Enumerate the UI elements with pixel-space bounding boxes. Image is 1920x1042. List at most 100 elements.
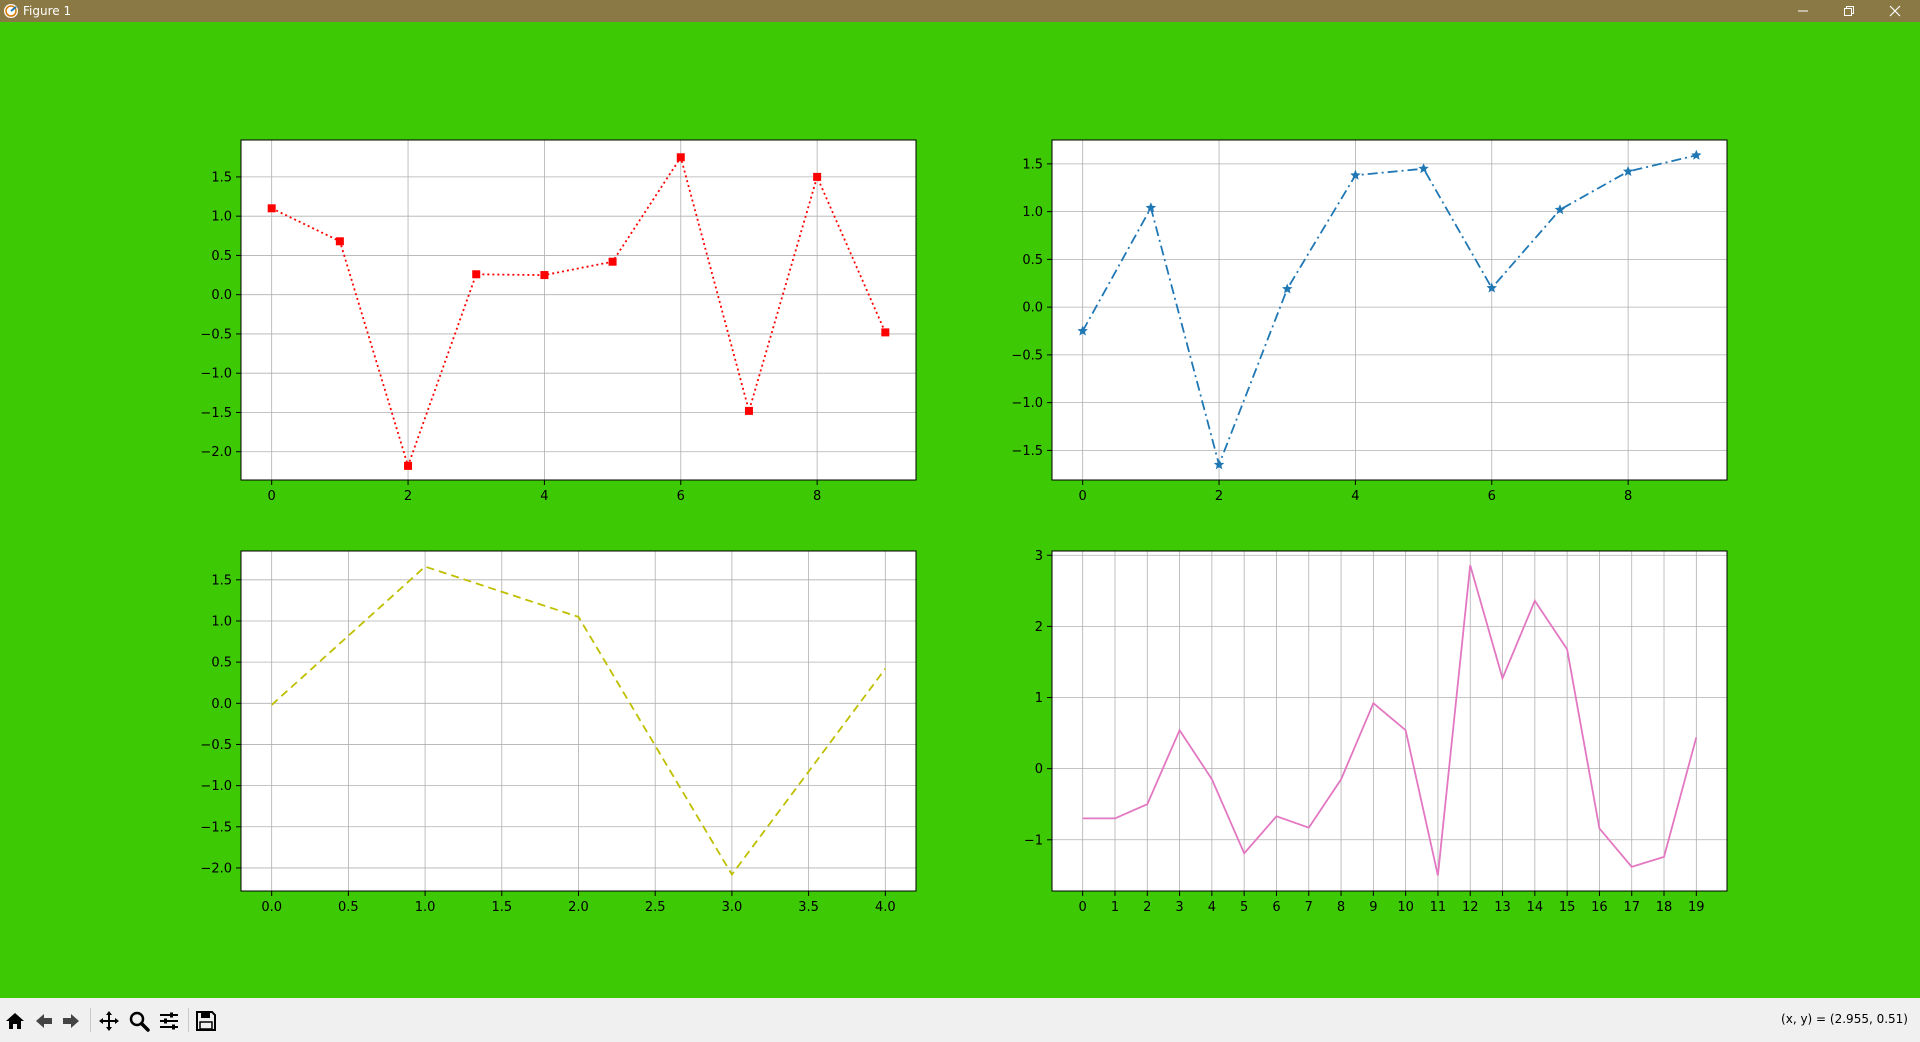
x-tick-label: 1 bbox=[1111, 900, 1119, 915]
forward-button[interactable] bbox=[58, 1008, 84, 1034]
y-tick-label: −1.5 bbox=[1011, 444, 1043, 459]
x-tick-label: 6 bbox=[677, 489, 685, 504]
navigation-toolbar: (x, y) = (2.955, 0.51) bbox=[0, 998, 1920, 1042]
x-tick-label: 18 bbox=[1656, 900, 1673, 915]
home-button[interactable] bbox=[2, 1008, 28, 1034]
x-tick-label: 2.0 bbox=[568, 900, 589, 915]
y-tick-label: 0.5 bbox=[211, 249, 232, 264]
pan-button[interactable] bbox=[96, 1008, 122, 1034]
toolbar-separator bbox=[90, 1008, 91, 1032]
x-tick-label: 10 bbox=[1397, 900, 1414, 915]
x-tick-label: 9 bbox=[1369, 900, 1377, 915]
close-button[interactable] bbox=[1872, 0, 1918, 22]
x-tick-label: 0 bbox=[1079, 900, 1087, 915]
figure-svg: 0 2 4 6 8 −2.0 −1.5 −1.0 −0.5 0.0 0.5 1.0 1.5 0 2 4 6 8 −1… bbox=[200, 139, 1728, 915]
y-tick-label: 1.5 bbox=[1022, 157, 1043, 172]
x-tick-label: 1.5 bbox=[491, 900, 512, 915]
x-tick-label: 6 bbox=[1272, 900, 1280, 915]
x-tick-label: 4 bbox=[540, 489, 548, 504]
y-tick-label: −1.0 bbox=[200, 779, 232, 794]
data-point-marker bbox=[1213, 459, 1225, 470]
series-line bbox=[271, 155, 887, 469]
figure-canvas[interactable]: 0 2 4 6 8 −2.0 −1.5 −1.0 −0.5 0.0 0.5 1.0 1.5 0 2 4 6 8 −1… bbox=[0, 22, 1920, 998]
data-point-marker bbox=[608, 257, 617, 266]
window-titlebar: Figure 1 bbox=[0, 0, 1920, 22]
y-tick-label: −0.5 bbox=[200, 327, 232, 342]
y-tick-label: −0.5 bbox=[1011, 348, 1043, 363]
y-tick-label: 0.5 bbox=[211, 656, 232, 671]
y-tick-label: −2.0 bbox=[200, 861, 232, 876]
axes-frame bbox=[1051, 550, 1728, 892]
x-tick-label: 4 bbox=[1208, 900, 1216, 915]
data-point-marker bbox=[540, 271, 549, 280]
x-tick-label: 2.5 bbox=[645, 900, 666, 915]
x-tick-label: 3 bbox=[1175, 900, 1183, 915]
back-button[interactable] bbox=[31, 1008, 57, 1034]
y-tick-label: 0.0 bbox=[211, 288, 232, 303]
app-icon bbox=[4, 4, 18, 18]
x-tick-label: 4 bbox=[1351, 489, 1359, 504]
data-point-marker bbox=[1350, 169, 1361, 180]
y-tick-label: 0.0 bbox=[1022, 301, 1043, 316]
x-tick-label: 7 bbox=[1305, 900, 1313, 915]
y-tick-label: −1.0 bbox=[200, 367, 232, 382]
x-tick-label: 8 bbox=[1624, 489, 1632, 504]
save-button[interactable] bbox=[193, 1008, 219, 1034]
x-tick-label: 19 bbox=[1688, 900, 1705, 915]
y-tick-label: −1.5 bbox=[200, 406, 232, 421]
y-tick-label: 1.5 bbox=[211, 573, 232, 588]
zoom-icon bbox=[129, 1011, 150, 1032]
configure-subplots-icon bbox=[160, 1012, 178, 1030]
x-tick-label: 2 bbox=[404, 489, 412, 504]
zoom-button[interactable] bbox=[126, 1008, 152, 1034]
minimize-icon bbox=[1798, 10, 1808, 12]
y-tick-label: −1 bbox=[1024, 833, 1043, 848]
y-tick-label: 0 bbox=[1035, 762, 1043, 777]
series-line bbox=[271, 565, 887, 877]
x-tick-label: 15 bbox=[1559, 900, 1576, 915]
x-tick-label: 12 bbox=[1462, 900, 1479, 915]
x-tick-label: 5 bbox=[1240, 900, 1248, 915]
x-tick-label: 1.0 bbox=[415, 900, 436, 915]
restore-icon bbox=[1844, 6, 1854, 16]
x-tick-label: 4.0 bbox=[875, 900, 896, 915]
y-tick-label: 3 bbox=[1035, 549, 1043, 564]
configure-subplots-button[interactable] bbox=[156, 1008, 182, 1034]
x-tick-label: 13 bbox=[1494, 900, 1511, 915]
restore-button[interactable] bbox=[1826, 0, 1872, 22]
plot-area bbox=[241, 140, 916, 480]
data-point-marker bbox=[335, 237, 344, 246]
data-point-marker bbox=[1486, 282, 1497, 293]
x-tick-label: 14 bbox=[1527, 900, 1544, 915]
data-point-marker bbox=[1282, 283, 1293, 294]
pan-icon bbox=[99, 1011, 119, 1031]
minimize-button[interactable] bbox=[1780, 0, 1826, 22]
axes-frame bbox=[240, 139, 917, 481]
y-tick-label: 1.0 bbox=[211, 210, 232, 225]
y-tick-label: −1.0 bbox=[1011, 396, 1043, 411]
x-tick-label: 6 bbox=[1488, 489, 1496, 504]
x-tick-label: 17 bbox=[1623, 900, 1640, 915]
y-tick-label: −1.5 bbox=[200, 820, 232, 835]
subplot-3: 0.0 0.5 1.0 1.5 2.0 2.5 3.0 3.5 4.0 −2.0 −1.5 −1.0 −… bbox=[200, 550, 917, 915]
window-title: Figure 1 bbox=[23, 4, 72, 18]
data-point-marker bbox=[1145, 202, 1157, 213]
plot-area bbox=[1052, 140, 1727, 480]
toolbar-separator bbox=[188, 1008, 189, 1032]
x-tick-label: 0.5 bbox=[338, 900, 359, 915]
data-point-marker bbox=[881, 328, 890, 337]
data-point-marker bbox=[1622, 166, 1634, 176]
y-tick-label: 1 bbox=[1035, 691, 1043, 706]
x-tick-label: 2 bbox=[1215, 489, 1223, 504]
subplot-2: 0 2 4 6 8 −1.5 −1.0 −0.5 0.0 0.5 1.0 1.5 bbox=[1011, 139, 1728, 504]
back-icon bbox=[36, 1014, 52, 1028]
x-tick-label: 16 bbox=[1591, 900, 1608, 915]
plot-area bbox=[1052, 551, 1727, 891]
x-tick-label: 8 bbox=[1337, 900, 1345, 915]
data-point-marker bbox=[1077, 325, 1088, 336]
series-line bbox=[1081, 154, 1697, 468]
x-tick-label: 11 bbox=[1430, 900, 1447, 915]
y-tick-label: −0.5 bbox=[200, 738, 232, 753]
close-icon bbox=[1889, 5, 1901, 17]
